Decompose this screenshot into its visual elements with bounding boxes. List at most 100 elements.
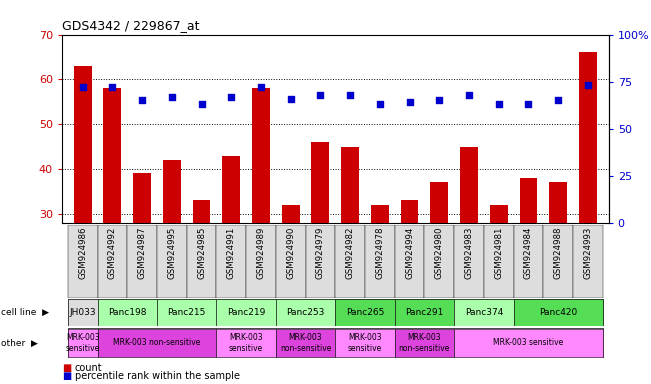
- Text: GSM924983: GSM924983: [465, 227, 473, 279]
- Point: [226, 94, 236, 100]
- Text: Panc215: Panc215: [167, 308, 206, 317]
- Point: [493, 101, 504, 107]
- Bar: [549, 182, 567, 223]
- Text: GSM924995: GSM924995: [167, 227, 176, 279]
- Bar: [104, 88, 121, 223]
- Bar: [163, 160, 181, 223]
- Bar: [371, 205, 389, 223]
- Text: GSM924988: GSM924988: [553, 227, 562, 279]
- FancyBboxPatch shape: [395, 225, 424, 298]
- Bar: [490, 205, 508, 223]
- Bar: [74, 66, 92, 223]
- Bar: [223, 156, 240, 223]
- FancyBboxPatch shape: [544, 225, 573, 298]
- FancyBboxPatch shape: [276, 225, 305, 298]
- Point: [345, 92, 355, 98]
- Bar: [311, 142, 329, 223]
- FancyBboxPatch shape: [454, 299, 514, 326]
- Text: MRK-003
sensitive: MRK-003 sensitive: [66, 333, 100, 353]
- FancyBboxPatch shape: [276, 299, 335, 326]
- FancyBboxPatch shape: [98, 329, 216, 357]
- FancyBboxPatch shape: [276, 329, 335, 357]
- Point: [404, 99, 415, 105]
- FancyBboxPatch shape: [395, 329, 454, 357]
- Text: GSM924992: GSM924992: [108, 227, 117, 279]
- Text: GSM924981: GSM924981: [494, 227, 503, 279]
- FancyBboxPatch shape: [68, 299, 98, 326]
- Text: GSM924991: GSM924991: [227, 227, 236, 279]
- Bar: [282, 205, 299, 223]
- FancyBboxPatch shape: [424, 225, 454, 298]
- Point: [583, 82, 593, 88]
- Point: [374, 101, 385, 107]
- FancyBboxPatch shape: [68, 225, 98, 298]
- Bar: [400, 200, 419, 223]
- FancyBboxPatch shape: [484, 225, 514, 298]
- FancyBboxPatch shape: [395, 299, 454, 326]
- FancyBboxPatch shape: [335, 299, 395, 326]
- Bar: [133, 174, 151, 223]
- Text: GSM924979: GSM924979: [316, 227, 325, 279]
- FancyBboxPatch shape: [157, 225, 187, 298]
- FancyBboxPatch shape: [157, 299, 216, 326]
- FancyBboxPatch shape: [454, 329, 603, 357]
- FancyBboxPatch shape: [246, 225, 276, 298]
- Text: GSM924993: GSM924993: [583, 227, 592, 279]
- Text: Panc291: Panc291: [405, 308, 443, 317]
- Text: GSM924989: GSM924989: [256, 227, 266, 279]
- FancyBboxPatch shape: [365, 225, 395, 298]
- FancyBboxPatch shape: [573, 225, 603, 298]
- Text: MRK-003
non-sensitive: MRK-003 non-sensitive: [280, 333, 331, 353]
- FancyBboxPatch shape: [454, 225, 484, 298]
- Text: MRK-003
non-sensitive: MRK-003 non-sensitive: [398, 333, 450, 353]
- Point: [553, 98, 563, 104]
- Text: Panc420: Panc420: [539, 308, 577, 317]
- Text: cell line  ▶: cell line ▶: [1, 308, 49, 317]
- Text: MRK-003 non-sensitive: MRK-003 non-sensitive: [113, 338, 201, 348]
- Text: ■: ■: [62, 362, 71, 372]
- Point: [315, 92, 326, 98]
- FancyBboxPatch shape: [98, 299, 157, 326]
- Point: [286, 96, 296, 102]
- Text: GSM924986: GSM924986: [78, 227, 87, 279]
- Text: GSM924985: GSM924985: [197, 227, 206, 279]
- Text: MRK-003
sensitive: MRK-003 sensitive: [229, 333, 263, 353]
- Text: GSM924987: GSM924987: [137, 227, 146, 279]
- Point: [77, 84, 88, 90]
- Text: Panc253: Panc253: [286, 308, 325, 317]
- Point: [197, 101, 207, 107]
- FancyBboxPatch shape: [514, 299, 603, 326]
- Text: Panc265: Panc265: [346, 308, 384, 317]
- Bar: [252, 88, 270, 223]
- Text: GSM924980: GSM924980: [435, 227, 444, 279]
- Text: count: count: [75, 362, 102, 372]
- Bar: [579, 53, 597, 223]
- Text: JH033: JH033: [70, 308, 96, 317]
- Point: [523, 101, 534, 107]
- Text: GSM924982: GSM924982: [346, 227, 355, 279]
- Text: percentile rank within the sample: percentile rank within the sample: [75, 371, 240, 381]
- Point: [256, 84, 266, 90]
- Text: Panc374: Panc374: [465, 308, 503, 317]
- Text: GSM924984: GSM924984: [524, 227, 533, 279]
- Point: [107, 84, 118, 90]
- Text: ■: ■: [62, 371, 71, 381]
- FancyBboxPatch shape: [68, 329, 98, 357]
- Text: Panc219: Panc219: [227, 308, 266, 317]
- Point: [167, 94, 177, 100]
- Text: other  ▶: other ▶: [1, 338, 38, 348]
- FancyBboxPatch shape: [216, 329, 276, 357]
- FancyBboxPatch shape: [305, 225, 335, 298]
- FancyBboxPatch shape: [127, 225, 157, 298]
- FancyBboxPatch shape: [335, 329, 395, 357]
- Text: MRK-003 sensitive: MRK-003 sensitive: [493, 338, 564, 348]
- FancyBboxPatch shape: [187, 225, 216, 298]
- Point: [137, 98, 147, 104]
- Bar: [430, 182, 448, 223]
- Bar: [193, 200, 210, 223]
- Text: MRK-003
sensitive: MRK-003 sensitive: [348, 333, 382, 353]
- FancyBboxPatch shape: [216, 299, 276, 326]
- Text: GSM924990: GSM924990: [286, 227, 295, 279]
- FancyBboxPatch shape: [335, 225, 365, 298]
- Text: GSM924978: GSM924978: [376, 227, 384, 279]
